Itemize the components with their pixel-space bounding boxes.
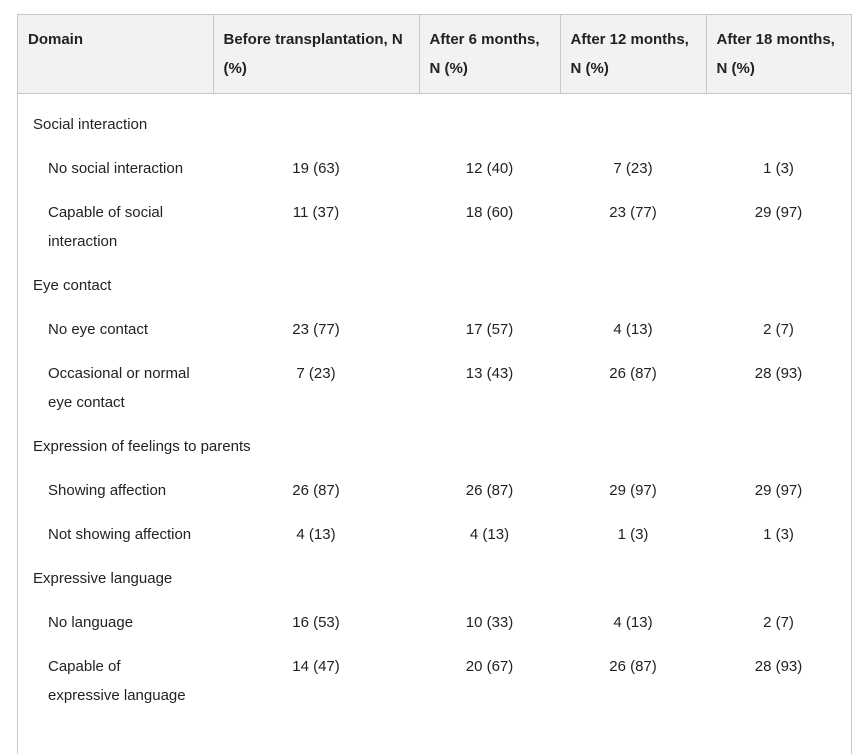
results-table: Domain Before transplantation, N (%) After…	[18, 15, 851, 717]
section-row: Eye contact	[18, 263, 851, 307]
cell-value: 16 (53)	[292, 613, 340, 631]
column-header: Before transplantation, N (%)	[213, 15, 420, 94]
cell-value: 2 (7)	[763, 320, 794, 338]
cell-value: 4 (13)	[296, 525, 336, 543]
table-frame: Domain Before transplantation, N (%) After…	[17, 14, 852, 754]
table-body: Social interaction No social interaction 1…	[18, 94, 851, 718]
row-label: No language	[48, 613, 134, 631]
cell-value: 18 (60)	[465, 203, 514, 221]
header-row: Domain Before transplantation, N (%) After…	[18, 15, 851, 94]
section-row: Expression of feelings to parents	[18, 424, 851, 468]
section-label: Eye contact	[33, 276, 112, 294]
cell-value: 23 (77)	[609, 203, 657, 221]
cell-value: 4 (13)	[613, 320, 653, 338]
cell-value: 13 (43)	[465, 364, 514, 382]
cell-value: 28 (93)	[754, 364, 803, 382]
row-label: Occasional or normal eye contact	[48, 364, 190, 411]
data-row: Capable of expressive language 14 (47) 20 …	[18, 644, 851, 717]
cell-value: 29 (97)	[754, 481, 803, 499]
cell-value: 7 (23)	[613, 159, 653, 177]
section-label: Social interaction	[33, 115, 148, 133]
data-row: No language 16 (53) 10 (33) 4 (13) 2 (7)	[18, 600, 851, 644]
cell-value: 1 (3)	[763, 525, 794, 543]
data-row: Capable of social interaction 11 (37) 18 (…	[18, 190, 851, 263]
row-label: Capable of social interaction	[48, 203, 164, 250]
data-row: No eye contact 23 (77) 17 (57) 4 (13) 2 (7)	[18, 307, 851, 351]
cell-value: 4 (13)	[613, 613, 653, 631]
cell-value: 14 (47)	[292, 657, 340, 675]
cell-value: 1 (3)	[763, 159, 794, 177]
cell-value: 26 (87)	[609, 657, 657, 675]
section-row: Social interaction	[18, 94, 851, 147]
cell-value: 28 (93)	[754, 657, 803, 675]
section-label: Expression of feelings to parents	[33, 437, 251, 455]
cell-value: 29 (97)	[609, 481, 657, 499]
cell-value: 4 (13)	[469, 525, 510, 543]
row-label: No social interaction	[48, 159, 184, 177]
cell-value: 26 (87)	[609, 364, 657, 382]
cell-value: 23 (77)	[292, 320, 340, 338]
section-row: Expressive language	[18, 556, 851, 600]
section-label: Expressive language	[33, 569, 173, 587]
data-row: Showing affection 26 (87) 26 (87) 29 (97) 29…	[18, 468, 851, 512]
cell-value: 2 (7)	[763, 613, 794, 631]
cell-value: 19 (63)	[292, 159, 340, 177]
table-head: Domain Before transplantation, N (%) After…	[18, 15, 851, 94]
cell-value: 29 (97)	[754, 203, 803, 221]
column-header: After 18 months, N (%)	[706, 15, 851, 94]
row-label: No eye contact	[48, 320, 149, 338]
column-header: Domain	[18, 15, 214, 94]
cell-value: 20 (67)	[465, 657, 514, 675]
data-row: No social interaction 19 (63) 12 (40) 7 (23…	[18, 146, 851, 190]
cell-value: 7 (23)	[296, 364, 336, 382]
cell-value: 12 (40)	[465, 159, 514, 177]
cell-value: 10 (33)	[465, 613, 514, 631]
row-label: Capable of expressive language	[48, 657, 186, 704]
column-header: After 6 months, N (%)	[419, 15, 561, 94]
cell-value: 11 (37)	[292, 203, 340, 221]
cell-value: 26 (87)	[292, 481, 340, 499]
data-row: Not showing affection 4 (13) 4 (13) 1 (3) 1 …	[18, 512, 851, 556]
cell-value: 26 (87)	[465, 481, 514, 499]
cell-value: 17 (57)	[465, 320, 514, 338]
cell-value: 1 (3)	[617, 525, 649, 543]
row-label: Not showing affection	[48, 525, 192, 543]
data-row: Occasional or normal eye contact 7 (23) 13…	[18, 351, 851, 424]
column-header: After 12 months, N (%)	[560, 15, 707, 94]
row-label: Showing affection	[48, 481, 167, 499]
